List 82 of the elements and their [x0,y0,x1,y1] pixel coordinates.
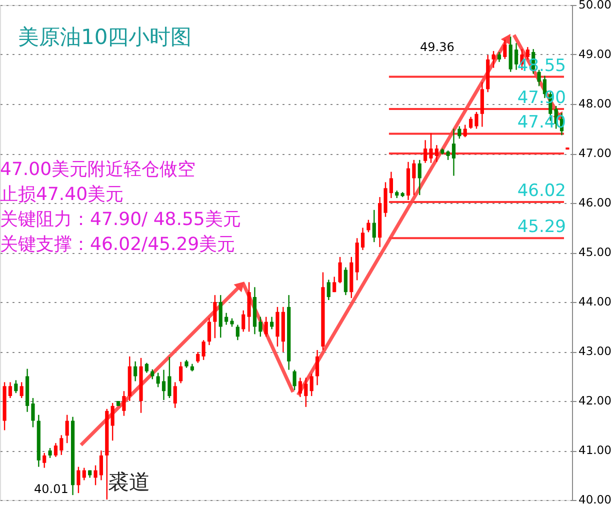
candlestick [389,171,393,199]
candlestick [503,39,507,60]
candlestick [42,452,46,468]
candlestick [372,209,376,243]
candlestick [150,368,154,380]
candlestick [8,382,12,399]
candlestick [446,150,450,161]
candlestick [412,159,416,196]
candlestick [60,434,64,456]
candlestick [162,369,166,401]
candlestick [458,126,462,140]
ref-line-label: 45.29 [517,217,566,238]
candlestick [497,51,502,63]
ref-line-label: 46.02 [517,181,566,202]
candlestick [298,377,302,398]
candlestick [332,276,336,293]
candlestick [110,402,114,442]
y-tick-label: 46.00 [578,196,612,210]
y-tick-label: 50.00 [578,0,612,12]
candlestick [468,116,473,130]
annotation: 40.01 [34,482,68,496]
candlestick [338,256,342,284]
candlestick [463,124,467,138]
annotation: 49.36 [420,40,454,54]
text: 美原油10四小时图 [18,25,192,49]
candlestick [99,450,104,481]
candlestick [14,380,18,394]
candlestick [94,464,98,486]
candlestick [156,372,160,388]
annotation: 关键阻力：47.90/ 48.55美元 [0,209,241,230]
candlestick [122,390,126,416]
candlestick [196,351,200,364]
candlestick [270,316,274,330]
candlestick [344,266,348,296]
candlestick [144,362,148,374]
y-tick-label: 42.00 [578,394,612,408]
candlestick [310,373,314,397]
annotation: 关键支撑：46.02/45.29美元 [0,234,236,255]
candlestick [168,356,172,399]
annotation: 47.00美元附近轻仓做空 [0,159,196,180]
candlestick [474,111,478,130]
candlestick [242,310,246,332]
candlestick [366,219,370,233]
candlestick [434,144,438,163]
candlestick [236,324,240,341]
y-tick-label: 45.00 [578,245,612,259]
candlestick [134,360,138,382]
y-tick-label: 40.00 [578,492,612,506]
candlestick [213,294,217,339]
y-tick-label: 41.00 [578,443,612,457]
candlestick [418,159,422,196]
candlestick [48,447,52,459]
candlestick [452,128,456,176]
candlestick [179,361,183,384]
annotation: 止损47.40美元 [0,184,124,205]
candlestick [514,42,518,70]
candlestick [492,50,496,68]
candlestick [424,140,428,164]
annotation: 裘道 [108,470,150,494]
y-tick-label: 44.00 [578,294,612,308]
candlestick [315,349,320,386]
candlestick [202,340,206,361]
candlestick [292,369,296,391]
candlestick [264,316,268,338]
y-tick-label: 48.00 [578,96,612,110]
candlestick [173,382,177,409]
candlestick [82,467,86,481]
candlestick [20,382,24,399]
y-tick-label: 43.00 [578,344,612,358]
candlestick [31,397,35,428]
candlestick [304,377,308,408]
candlestick [360,227,365,251]
candlestick [76,466,80,494]
candlestick [326,279,330,301]
candlestick [224,312,228,326]
y-tick-label: 47.00 [578,146,612,160]
candlestick [207,317,212,346]
candlestick [65,414,69,444]
y-tick-label: 49.00 [578,47,612,61]
candlestick [258,316,262,338]
candlestick [54,442,58,458]
candlestick [429,132,433,164]
